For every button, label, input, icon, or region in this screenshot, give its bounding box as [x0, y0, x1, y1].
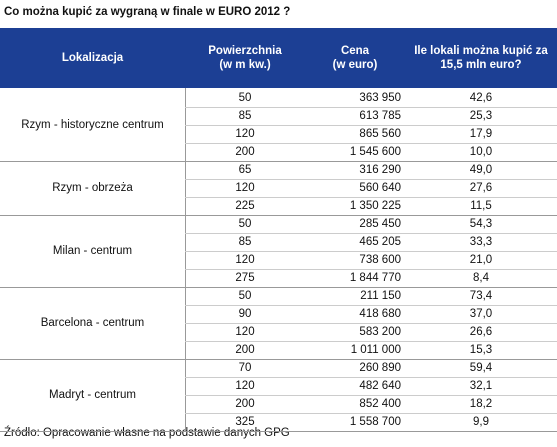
count-cell: 11,5 — [470, 200, 492, 212]
count-cell: 73,4 — [469, 290, 493, 302]
count-cell: 8,4 — [473, 272, 489, 284]
area-cell: 50 — [238, 92, 252, 104]
area-cell: 90 — [238, 308, 252, 320]
area-cell: 85 — [238, 110, 252, 122]
area-cell: 120 — [235, 326, 255, 338]
location-cell: Milan - centrum — [52, 245, 133, 257]
location-cell: Madryt - centrum — [49, 389, 136, 401]
price-cell: 316 290 — [359, 164, 401, 176]
count-cell: 21,0 — [469, 254, 493, 266]
header-text: Cena — [340, 45, 370, 57]
row-line — [185, 413, 557, 414]
count-cell: 54,3 — [469, 218, 493, 230]
area-cell: 275 — [235, 272, 255, 284]
row-line — [185, 107, 557, 108]
group-line — [0, 359, 557, 360]
header-text: Lokalizacja — [61, 52, 124, 64]
area-cell: 70 — [238, 362, 252, 374]
location-cell: Rzym - obrzeża — [52, 182, 133, 194]
row-line — [185, 323, 557, 324]
header-band — [0, 28, 557, 88]
header-text: Ile lokali można kupić za — [414, 45, 548, 57]
area-cell: 120 — [235, 128, 255, 140]
count-cell: 49,0 — [469, 164, 493, 176]
source-note: Źródło: Opracowanie własne na podstawie … — [4, 427, 290, 439]
count-cell: 17,9 — [469, 128, 493, 140]
title: Co można kupić za wygraną w finale w EUR… — [4, 6, 291, 18]
row-line — [185, 305, 557, 306]
count-cell: 15,3 — [469, 344, 493, 356]
price-cell: 1 545 600 — [349, 146, 401, 158]
area-cell: 200 — [235, 398, 255, 410]
price-cell: 865 560 — [359, 128, 401, 140]
header-text: (w m kw.) — [219, 59, 271, 71]
group-line — [0, 161, 557, 162]
count-cell: 32,1 — [469, 380, 493, 392]
price-cell: 613 785 — [359, 110, 401, 122]
price-cell: 482 640 — [359, 380, 401, 392]
area-cell: 225 — [235, 200, 255, 212]
group-line — [0, 287, 557, 288]
row-line — [185, 179, 557, 180]
column-divider — [185, 88, 186, 431]
header-cell: Lokalizacja — [0, 28, 185, 88]
location-cell: Rzym - historyczne centrum — [21, 119, 164, 131]
count-cell: 18,2 — [469, 398, 493, 410]
area-cell: 120 — [235, 380, 255, 392]
count-cell: 26,6 — [469, 326, 493, 338]
price-cell: 1 558 700 — [349, 416, 401, 428]
row-line — [185, 341, 557, 342]
group-line — [0, 431, 557, 432]
count-cell: 10,0 — [469, 146, 493, 158]
row-line — [185, 251, 557, 252]
count-cell: 27,6 — [469, 182, 493, 194]
header-text: (w euro) — [332, 59, 378, 71]
header-cell: Powierzchnia (w m kw.) — [185, 28, 305, 88]
area-cell: 85 — [238, 236, 252, 248]
price-cell: 211 150 — [360, 290, 401, 302]
location-cell: Barcelona - centrum — [40, 317, 145, 329]
price-cell: 852 400 — [359, 398, 401, 410]
price-cell: 285 450 — [359, 218, 401, 230]
price-cell: 1 011 000 — [350, 344, 401, 356]
area-cell: 50 — [238, 290, 252, 302]
price-cell: 1 844 770 — [349, 272, 401, 284]
price-cell: 560 640 — [359, 182, 401, 194]
row-line — [185, 143, 557, 144]
price-cell: 1 350 225 — [349, 200, 401, 212]
row-line — [185, 377, 557, 378]
header-text: Powierzchnia — [208, 45, 282, 57]
header-cell: Ile lokali można kupić za 15,5 mln euro? — [405, 28, 557, 88]
count-cell: 25,3 — [469, 110, 493, 122]
area-cell: 50 — [238, 218, 252, 230]
count-cell: 59,4 — [469, 362, 493, 374]
area-cell: 325 — [235, 416, 255, 428]
price-cell: 465 205 — [359, 236, 401, 248]
count-cell: 42,6 — [469, 92, 493, 104]
row-line — [185, 125, 557, 126]
header-text: 15,5 mln euro? — [440, 59, 522, 71]
price-cell: 418 680 — [359, 308, 401, 320]
area-cell: 65 — [238, 164, 252, 176]
row-line — [185, 233, 557, 234]
area-cell: 120 — [235, 254, 255, 266]
count-cell: 9,9 — [473, 416, 489, 428]
row-line — [185, 197, 557, 198]
area-cell: 200 — [235, 146, 255, 158]
group-line — [0, 215, 557, 216]
price-cell: 738 600 — [359, 254, 401, 266]
price-cell: 583 200 — [359, 326, 401, 338]
price-cell: 363 950 — [359, 92, 401, 104]
row-line — [185, 269, 557, 270]
header-cell: Cena (w euro) — [305, 28, 405, 88]
area-cell: 200 — [235, 344, 255, 356]
price-cell: 260 890 — [359, 362, 401, 374]
count-cell: 33,3 — [469, 236, 493, 248]
count-cell: 37,0 — [469, 308, 493, 320]
row-line — [185, 395, 557, 396]
area-cell: 120 — [235, 182, 255, 194]
